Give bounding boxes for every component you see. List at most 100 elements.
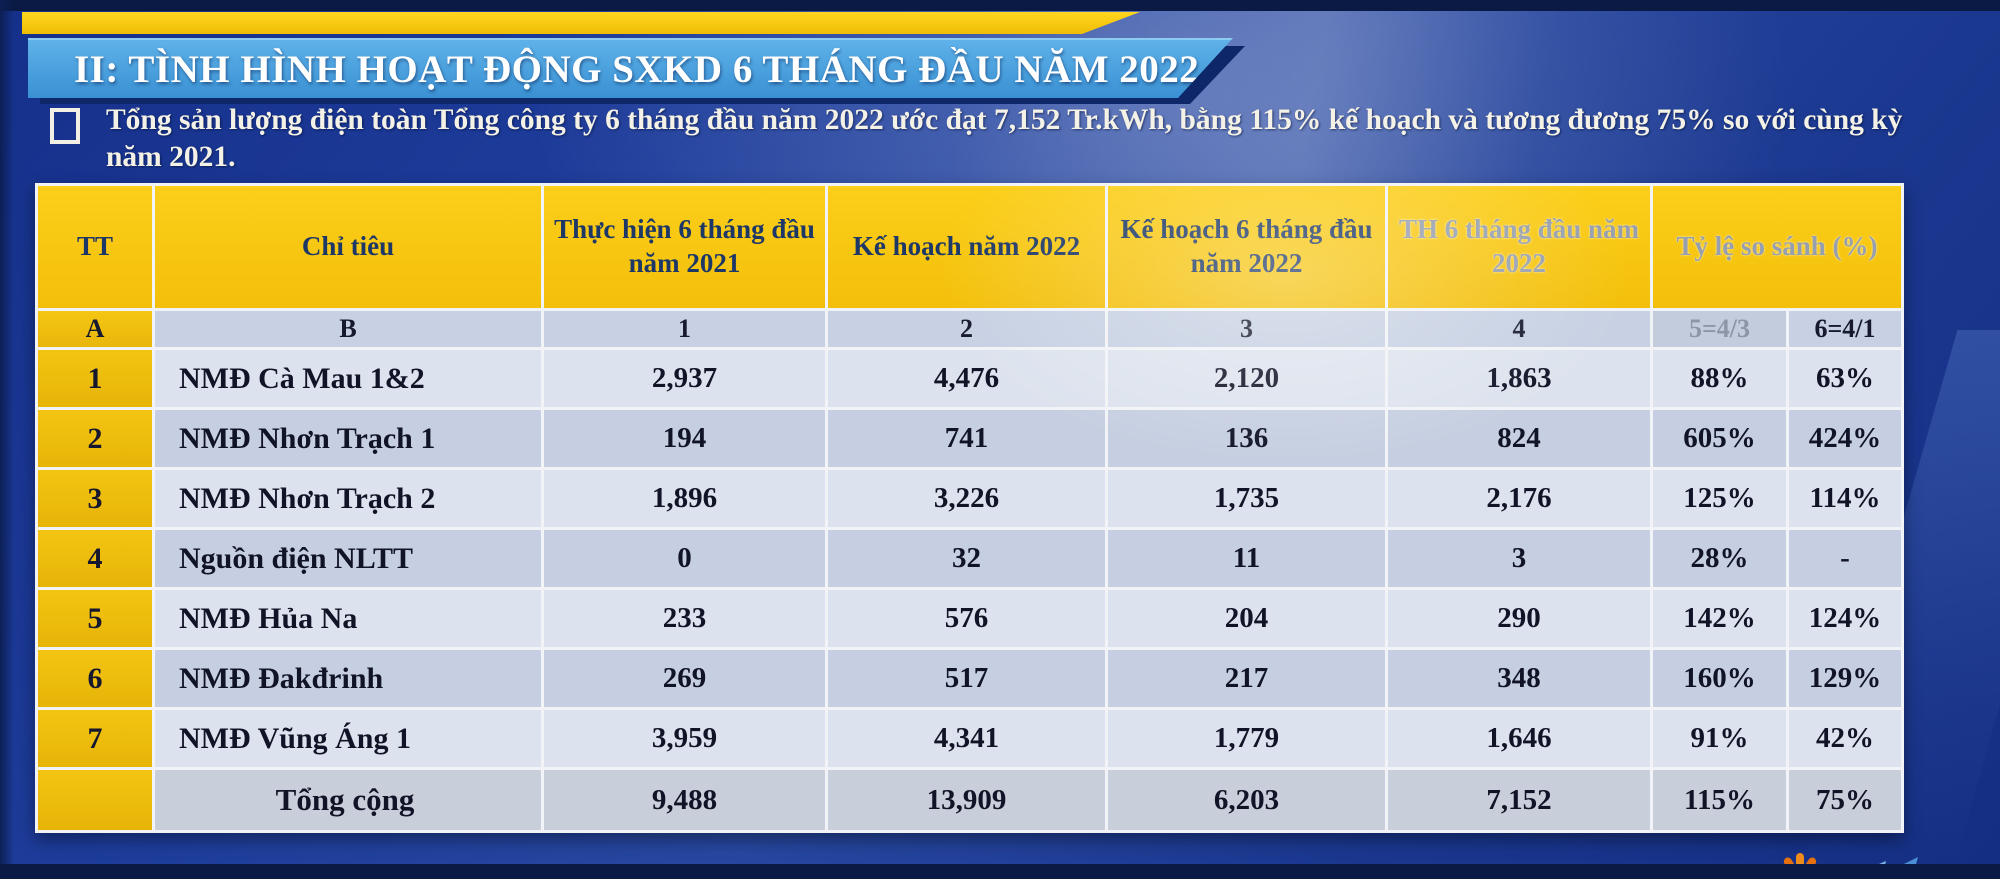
value-cell: 32	[828, 530, 1105, 587]
header-ke-hoach-2022: Kế hoạch năm 2022	[828, 186, 1105, 308]
value-cell: 194	[544, 410, 825, 467]
production-table-wrapper: TT Chỉ tiêu Thực hiện 6 tháng đầu năm 20…	[35, 183, 1904, 833]
plant-name: NMĐ Nhơn Trạch 2	[155, 470, 541, 527]
value-cell: 1,896	[544, 470, 825, 527]
row-index: 3	[38, 470, 152, 527]
subheader-cell: 1	[544, 311, 825, 347]
value-cell: 1,646	[1388, 710, 1650, 767]
table-row: 6 NMĐ Đakđrinh 269 517 217 348 160% 129%	[38, 650, 1901, 707]
subheader-cell: 3	[1108, 311, 1385, 347]
value-cell: 160%	[1653, 650, 1786, 707]
plant-name: NMĐ Nhơn Trạch 1	[155, 410, 541, 467]
subheader-cell: A	[38, 311, 152, 347]
value-cell: 348	[1388, 650, 1650, 707]
header-row: TT Chỉ tiêu Thực hiện 6 tháng đầu năm 20…	[38, 186, 1901, 308]
row-index: 7	[38, 710, 152, 767]
table-row: 3 NMĐ Nhơn Trạch 2 1,896 3,226 1,735 2,1…	[38, 470, 1901, 527]
table-row: 1 NMĐ Cà Mau 1&2 2,937 4,476 2,120 1,863…	[38, 350, 1901, 407]
row-index: 5	[38, 590, 152, 647]
header-ty-le-so-sanh: Tỷ lệ so sánh (%)	[1653, 186, 1901, 308]
subheader-cell: 2	[828, 311, 1105, 347]
value-cell: 4,341	[828, 710, 1105, 767]
value-cell: 6,203	[1108, 770, 1385, 830]
production-table: TT Chỉ tiêu Thực hiện 6 tháng đầu năm 20…	[35, 183, 1904, 833]
value-cell: 2,120	[1108, 350, 1385, 407]
value-cell: 1,779	[1108, 710, 1385, 767]
header-tt: TT	[38, 186, 152, 308]
row-index: 4	[38, 530, 152, 587]
value-cell: 576	[828, 590, 1105, 647]
plant-name: Nguồn điện NLTT	[155, 530, 541, 587]
row-index: 6	[38, 650, 152, 707]
value-cell: 28%	[1653, 530, 1786, 587]
value-cell: 290	[1388, 590, 1650, 647]
plant-name: NMĐ Đakđrinh	[155, 650, 541, 707]
table-row: 5 NMĐ Hủa Na 233 576 204 290 142% 124%	[38, 590, 1901, 647]
value-cell: 3,959	[544, 710, 825, 767]
value-cell: 136	[1108, 410, 1385, 467]
subheader-cell: 6=4/1	[1789, 311, 1901, 347]
subheader-cell: B	[155, 311, 541, 347]
value-cell: 63%	[1789, 350, 1901, 407]
value-cell: 1,863	[1388, 350, 1650, 407]
value-cell: -	[1789, 530, 1901, 587]
value-cell: 42%	[1789, 710, 1901, 767]
bottom-edge-bar	[0, 864, 2000, 879]
value-cell: 1,735	[1108, 470, 1385, 527]
value-cell: 75%	[1789, 770, 1901, 830]
value-cell: 88%	[1653, 350, 1786, 407]
value-cell: 269	[544, 650, 825, 707]
row-index	[38, 770, 152, 830]
value-cell: 824	[1388, 410, 1650, 467]
value-cell: 9,488	[544, 770, 825, 830]
header-thuc-hien-2021: Thực hiện 6 tháng đầu năm 2021	[544, 186, 825, 308]
value-cell: 424%	[1789, 410, 1901, 467]
summary-text: Tổng sản lượng điện toàn Tổng công ty 6 …	[106, 104, 1903, 173]
summary-bullet: Tổng sản lượng điện toàn Tổng công ty 6 …	[50, 102, 1965, 175]
value-cell: 124%	[1789, 590, 1901, 647]
value-cell: 0	[544, 530, 825, 587]
value-cell: 115%	[1653, 770, 1786, 830]
plant-name: NMĐ Vũng Áng 1	[155, 710, 541, 767]
plant-name: NMĐ Hủa Na	[155, 590, 541, 647]
value-cell: 125%	[1653, 470, 1786, 527]
value-cell: 2,937	[544, 350, 825, 407]
value-cell: 204	[1108, 590, 1385, 647]
row-index: 2	[38, 410, 152, 467]
subheader-cell: 5=4/3	[1653, 311, 1786, 347]
yellow-ribbon	[22, 12, 1140, 34]
table-row: 2 NMĐ Nhơn Trạch 1 194 741 136 824 605% …	[38, 410, 1901, 467]
value-cell: 3,226	[828, 470, 1105, 527]
value-cell: 129%	[1789, 650, 1901, 707]
plant-name: NMĐ Cà Mau 1&2	[155, 350, 541, 407]
value-cell: 605%	[1653, 410, 1786, 467]
value-cell: 13,909	[828, 770, 1105, 830]
value-cell: 517	[828, 650, 1105, 707]
row-index: 1	[38, 350, 152, 407]
table-row: 4 Nguồn điện NLTT 0 32 11 3 28% -	[38, 530, 1901, 587]
value-cell: 233	[544, 590, 825, 647]
value-cell: 7,152	[1388, 770, 1650, 830]
header-th-6t-2022: TH 6 tháng đầu năm 2022	[1388, 186, 1650, 308]
subheader-row: A B 1 2 3 4 5=4/3 6=4/1	[38, 311, 1901, 347]
subheader-cell: 4	[1388, 311, 1650, 347]
slide-title: II: TÌNH HÌNH HOẠT ĐỘNG SXKD 6 THÁNG ĐẦU…	[74, 47, 1200, 91]
header-chi-tieu: Chỉ tiêu	[155, 186, 541, 308]
value-cell: 741	[828, 410, 1105, 467]
value-cell: 217	[1108, 650, 1385, 707]
header-ke-hoach-6t-2022: Kế hoạch 6 tháng đầu năm 2022	[1108, 186, 1385, 308]
value-cell: 91%	[1653, 710, 1786, 767]
value-cell: 3	[1388, 530, 1650, 587]
value-cell: 142%	[1653, 590, 1786, 647]
value-cell: 4,476	[828, 350, 1105, 407]
table-row: 7 NMĐ Vũng Áng 1 3,959 4,341 1,779 1,646…	[38, 710, 1901, 767]
title-banner: II: TÌNH HÌNH HOẠT ĐỘNG SXKD 6 THÁNG ĐẦU…	[28, 38, 1233, 98]
value-cell: 11	[1108, 530, 1385, 587]
top-edge-bar	[0, 0, 2000, 11]
value-cell: 2,176	[1388, 470, 1650, 527]
total-row: Tổng cộng 9,488 13,909 6,203 7,152 115% …	[38, 770, 1901, 830]
total-label: Tổng cộng	[155, 770, 541, 830]
value-cell: 114%	[1789, 470, 1901, 527]
square-bullet-icon	[50, 108, 80, 144]
